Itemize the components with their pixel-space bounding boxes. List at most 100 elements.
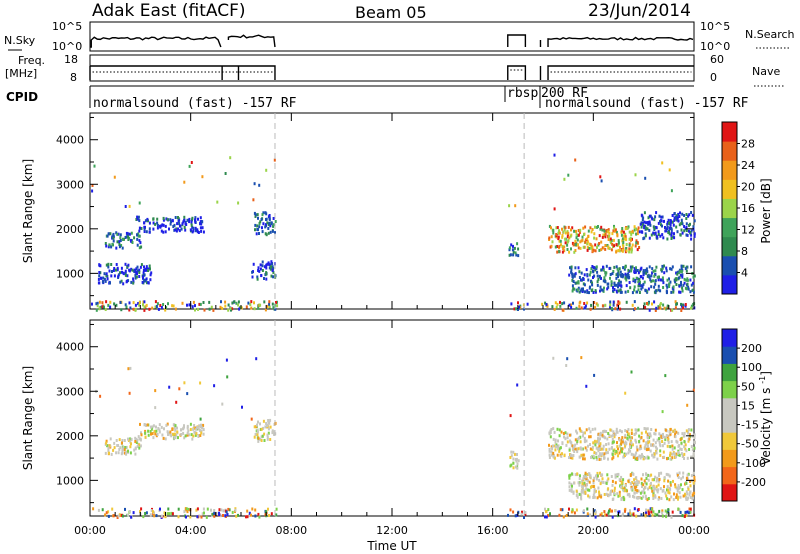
data-cell — [154, 432, 157, 436]
data-cell — [568, 474, 571, 478]
data-cell — [611, 440, 614, 444]
data-cell — [677, 497, 679, 501]
data-cell — [146, 217, 149, 221]
data-cell — [688, 433, 691, 437]
data-cell — [91, 302, 93, 306]
colorbar-tick-label: 16 — [741, 202, 755, 215]
data-cell — [163, 511, 166, 515]
data-cell — [202, 423, 205, 427]
data-cell — [512, 253, 515, 257]
data-cell — [604, 235, 607, 239]
data-cell — [127, 437, 129, 441]
data-cell — [225, 358, 228, 362]
data-cell — [582, 277, 585, 281]
data-cell — [200, 429, 203, 433]
data-cell — [135, 218, 138, 221]
data-cell — [256, 433, 259, 437]
data-cell — [274, 220, 277, 223]
data-cell — [184, 434, 187, 438]
data-cell — [108, 451, 110, 455]
data-cell — [577, 281, 580, 285]
data-cell — [187, 507, 190, 511]
data-cell — [201, 512, 204, 516]
data-cell — [659, 453, 662, 457]
data-cell — [673, 216, 676, 220]
data-cell — [515, 253, 518, 257]
data-cell — [200, 515, 203, 519]
data-cell — [636, 232, 639, 236]
data-cell — [641, 453, 643, 457]
data-cell — [677, 495, 680, 499]
data-cell — [571, 472, 573, 476]
data-cell — [644, 444, 647, 448]
data-cell — [595, 457, 598, 461]
data-cell — [622, 266, 625, 270]
data-cell — [596, 303, 599, 307]
data-cell — [129, 366, 132, 370]
data-cell — [640, 287, 643, 291]
data-cell — [612, 270, 615, 273]
data-cell — [558, 428, 561, 432]
data-cell — [593, 439, 596, 443]
data-cell — [679, 211, 681, 215]
data-cell — [648, 514, 651, 518]
data-cell — [683, 457, 685, 460]
data-cell — [267, 227, 270, 230]
data-cell — [138, 275, 141, 278]
data-cell — [665, 494, 668, 498]
data-cell — [91, 189, 94, 193]
data-cell — [633, 285, 636, 289]
data-cell — [685, 229, 688, 232]
data-cell — [568, 456, 571, 459]
data-cell — [607, 494, 610, 498]
data-cell — [646, 444, 649, 448]
data-cell — [621, 440, 624, 444]
data-cell — [681, 286, 684, 290]
data-cell — [674, 300, 677, 304]
data-cell — [557, 447, 560, 451]
data-cell — [101, 301, 104, 305]
data-cell — [609, 276, 611, 280]
colorbar-segment — [722, 255, 737, 276]
data-cell — [194, 433, 197, 437]
data-cell — [640, 455, 643, 458]
data-cell — [612, 300, 615, 304]
data-cell — [670, 267, 673, 271]
data-cell — [265, 168, 268, 172]
data-cell — [178, 387, 181, 391]
data-cell — [588, 472, 591, 476]
data-cell — [227, 507, 230, 511]
data-cell — [265, 266, 268, 270]
data-cell — [666, 221, 669, 224]
data-cell — [568, 250, 571, 254]
data-cell — [115, 451, 118, 455]
data-cell — [189, 515, 192, 519]
data-cell — [145, 230, 148, 234]
data-cell — [649, 278, 652, 282]
data-cell — [608, 231, 611, 235]
data-cell — [91, 184, 94, 187]
data-cell — [195, 427, 198, 431]
data-cell — [104, 513, 107, 517]
data-cell — [605, 271, 608, 275]
data-cell — [657, 221, 660, 225]
data-cell — [625, 284, 628, 288]
data-cell — [638, 281, 641, 285]
data-cell — [211, 512, 214, 516]
data-cell — [184, 507, 187, 511]
data-cell — [616, 473, 619, 477]
data-cell — [191, 218, 193, 222]
data-cell — [666, 237, 669, 241]
data-cell — [609, 303, 612, 307]
data-cell — [183, 436, 186, 440]
data-cell — [589, 447, 592, 451]
data-cell — [569, 266, 571, 270]
data-cell — [642, 490, 644, 494]
data-cell — [685, 496, 688, 500]
data-cell — [257, 306, 260, 310]
data-cell — [598, 275, 601, 279]
data-cell — [642, 457, 645, 461]
data-cell — [121, 448, 124, 452]
cpid-segment-2: rbsp — [507, 86, 538, 101]
data-cell — [654, 441, 657, 445]
